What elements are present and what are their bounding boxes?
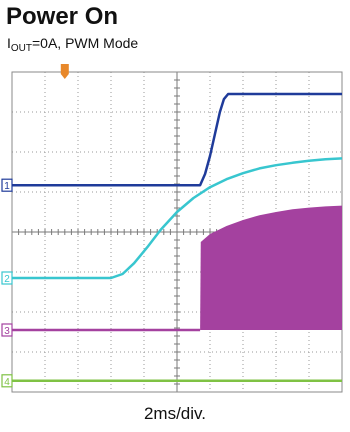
chart-subtitle: IOUT=0A, PWM Mode bbox=[7, 34, 138, 58]
traces bbox=[12, 92, 343, 383]
channel-marker-1: 1 bbox=[1, 178, 13, 192]
trace-1 bbox=[12, 92, 342, 187]
channel-marker-box bbox=[1, 271, 13, 285]
x-axis-label: 2ms/div. bbox=[143, 404, 207, 423]
subtitle-suffix: =0A, PWM Mode bbox=[32, 35, 139, 51]
channel-marker-4: 4 bbox=[1, 374, 13, 388]
channel-marker-2: 2 bbox=[1, 271, 13, 285]
oscilloscope-screen: 1 2 3 4 bbox=[0, 64, 350, 400]
channel-marker-box bbox=[1, 374, 13, 388]
channel-marker-label: 3 bbox=[4, 326, 10, 337]
trace-3-envelope bbox=[200, 205, 342, 330]
channel-marker-label: 4 bbox=[4, 377, 10, 388]
trace-2 bbox=[12, 157, 343, 280]
channel-markers: 1 2 3 4 bbox=[1, 178, 13, 388]
trigger-marker bbox=[60, 64, 69, 79]
channel-marker-box bbox=[1, 323, 13, 337]
channel-marker-label: 2 bbox=[4, 274, 10, 285]
chart-title: Power On bbox=[6, 3, 119, 30]
channel-marker-box bbox=[1, 178, 13, 192]
subtitle-subscript: OUT bbox=[10, 43, 32, 54]
channel-marker-label: 1 bbox=[4, 181, 10, 192]
channel-marker-3: 3 bbox=[1, 323, 13, 337]
subtitle-prefix: I bbox=[7, 35, 11, 51]
